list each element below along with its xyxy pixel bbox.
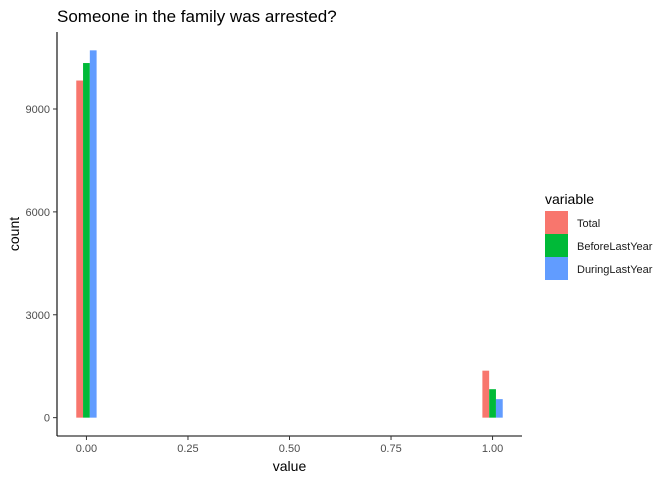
- legend-title: variable: [545, 191, 594, 207]
- y-axis-ticks: 0 3000 6000 9000: [26, 104, 57, 425]
- legend-key-beforelastyear: [545, 234, 568, 257]
- bar-duringlastyear-0: [89, 50, 97, 418]
- legend-label-duringlastyear: DuringLastYear: [577, 264, 653, 276]
- legend: variable Total BeforeLastYear DuringLastYe…: [545, 191, 653, 280]
- legend-label-beforelastyear: BeforeLastYear: [577, 241, 653, 253]
- legend-key-duringlastyear: [545, 257, 568, 280]
- x-tick-label: 0.75: [380, 443, 401, 455]
- y-tick-label: 3000: [26, 310, 50, 322]
- y-tick-label: 6000: [26, 207, 50, 219]
- y-tick-label: 0: [44, 413, 50, 425]
- bar-total-0: [76, 80, 84, 418]
- bar-duringlastyear-1: [495, 399, 503, 418]
- legend-key-total: [545, 211, 568, 234]
- legend-label-total: Total: [577, 218, 600, 230]
- chart-title: Someone in the family was arrested?: [57, 7, 337, 26]
- bar-total-1: [482, 370, 490, 418]
- x-axis-ticks: 0.00 0.25 0.50 0.75 1.00: [76, 436, 503, 455]
- x-tick-label: 1.00: [482, 443, 503, 455]
- x-tick-label: 0.00: [76, 443, 97, 455]
- x-axis-title: value: [273, 458, 307, 474]
- bar-beforelastyear-1: [489, 389, 496, 418]
- bars-group: [76, 50, 503, 418]
- x-tick-label: 0.50: [279, 443, 300, 455]
- y-tick-label: 9000: [26, 104, 50, 116]
- bar-beforelastyear-0: [83, 63, 90, 418]
- x-tick-label: 0.25: [177, 443, 198, 455]
- y-axis-title: count: [6, 217, 22, 251]
